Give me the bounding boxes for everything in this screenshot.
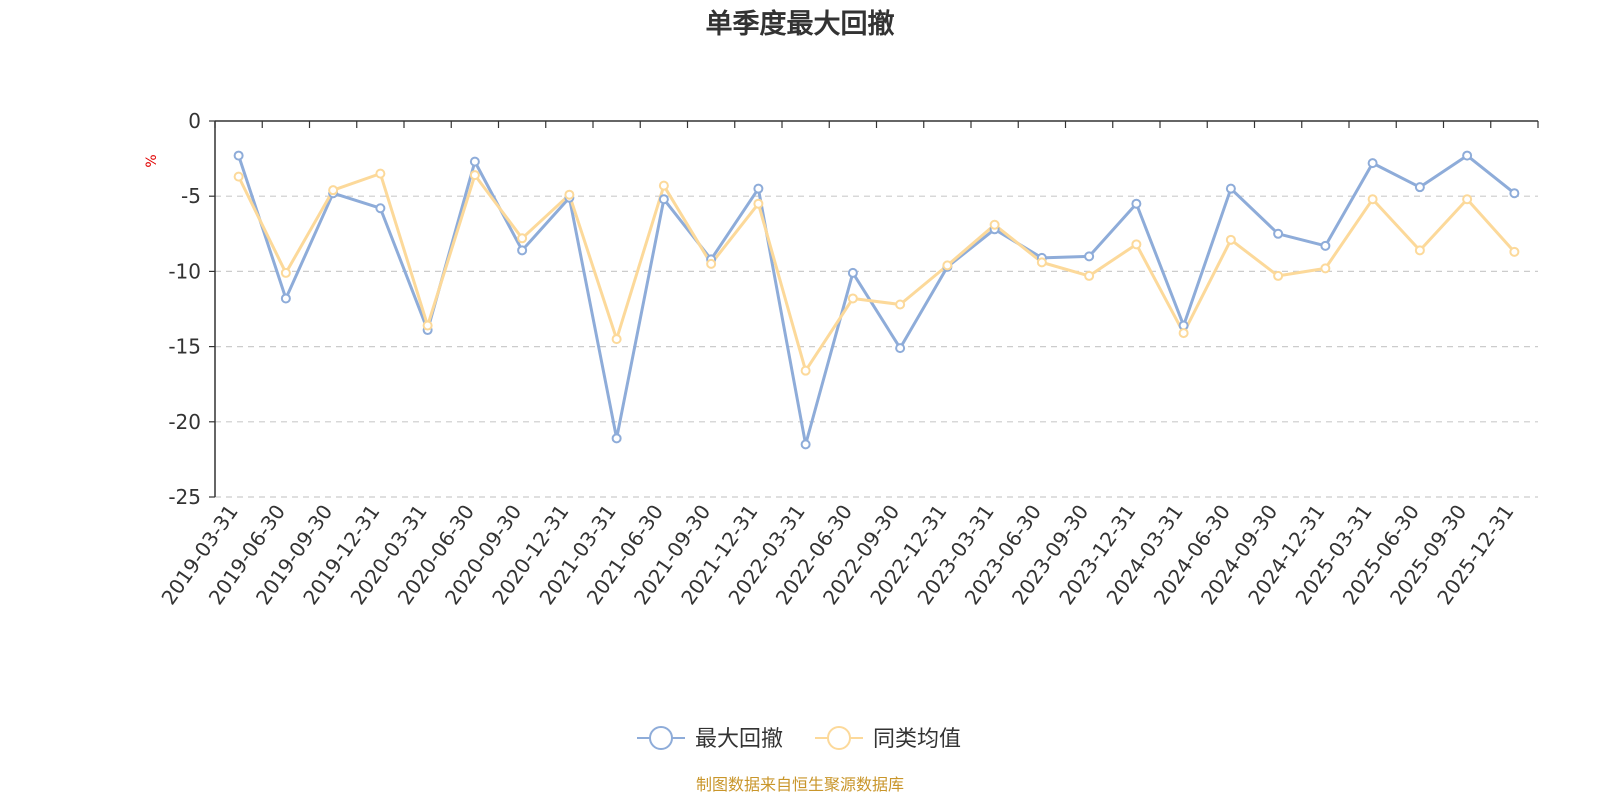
data-point <box>1131 239 1142 250</box>
data-point <box>847 267 858 278</box>
data-point <box>800 365 811 376</box>
data-point <box>658 194 669 205</box>
data-point <box>1462 150 1473 161</box>
data-point <box>989 219 1000 230</box>
data-point <box>422 320 433 331</box>
data-point <box>1273 270 1284 281</box>
data-point <box>564 189 575 200</box>
data-point <box>847 293 858 304</box>
data-point <box>1036 257 1047 268</box>
y-axis-unit: % <box>144 154 160 167</box>
chart-title: 单季度最大回撤 <box>706 8 895 40</box>
data-point <box>1178 328 1189 339</box>
data-point <box>517 233 528 244</box>
legend-marker <box>827 726 851 750</box>
data-point <box>1414 182 1425 193</box>
data-point <box>280 267 291 278</box>
data-point <box>517 245 528 256</box>
data-point <box>1320 263 1331 274</box>
data-point <box>1509 188 1520 199</box>
y-tick-label: -15 <box>168 335 201 359</box>
data-point <box>611 433 622 444</box>
data-point <box>375 168 386 179</box>
x-tick-labels: 2019-03-312019-06-302019-09-302019-12-31… <box>156 500 1518 609</box>
y-tick-label: -25 <box>168 485 201 509</box>
axes <box>209 120 1539 498</box>
data-point <box>895 343 906 354</box>
y-tick-labels: 0 -5 -10 -15 -20 -25 <box>168 109 201 509</box>
data-point <box>1131 198 1142 209</box>
data-point <box>895 299 906 310</box>
y-tick-label: -20 <box>168 410 201 434</box>
series-group <box>233 150 1520 450</box>
data-point <box>611 334 622 345</box>
data-point <box>658 180 669 191</box>
data-point <box>280 293 291 304</box>
data-point <box>375 203 386 214</box>
data-point <box>328 185 339 196</box>
data-point <box>1509 246 1520 257</box>
y-tick-label: 0 <box>188 109 201 133</box>
y-tick-label: -10 <box>168 259 201 283</box>
data-point <box>469 156 480 167</box>
legend-label: 最大回撤 <box>695 727 783 752</box>
data-point <box>1084 270 1095 281</box>
data-point <box>233 150 244 161</box>
data-point <box>1273 228 1284 239</box>
data-point <box>1320 240 1331 251</box>
data-point <box>1462 194 1473 205</box>
legend[interactable]: 最大回撤 同类均值 <box>637 726 961 752</box>
data-point <box>1367 194 1378 205</box>
data-point <box>942 260 953 271</box>
legend-item-2[interactable]: 同类均值 <box>815 726 961 752</box>
legend-marker <box>649 726 673 750</box>
data-point <box>753 183 764 194</box>
data-point <box>469 170 480 181</box>
data-point <box>753 198 764 209</box>
data-point <box>233 171 244 182</box>
data-point <box>1225 234 1236 245</box>
data-point <box>1414 245 1425 256</box>
legend-label: 同类均值 <box>873 727 961 752</box>
y-tick-label: -5 <box>181 184 201 208</box>
data-point <box>1084 251 1095 262</box>
data-point <box>1225 183 1236 194</box>
data-source-note: 制图数据来自恒生聚源数据库 <box>696 775 904 794</box>
grid-lines <box>215 195 1538 498</box>
legend-item-1[interactable]: 最大回撤 <box>637 726 783 752</box>
data-point <box>800 439 811 450</box>
data-point <box>706 258 717 269</box>
series-line-2 <box>237 172 1516 373</box>
data-point <box>1367 158 1378 169</box>
